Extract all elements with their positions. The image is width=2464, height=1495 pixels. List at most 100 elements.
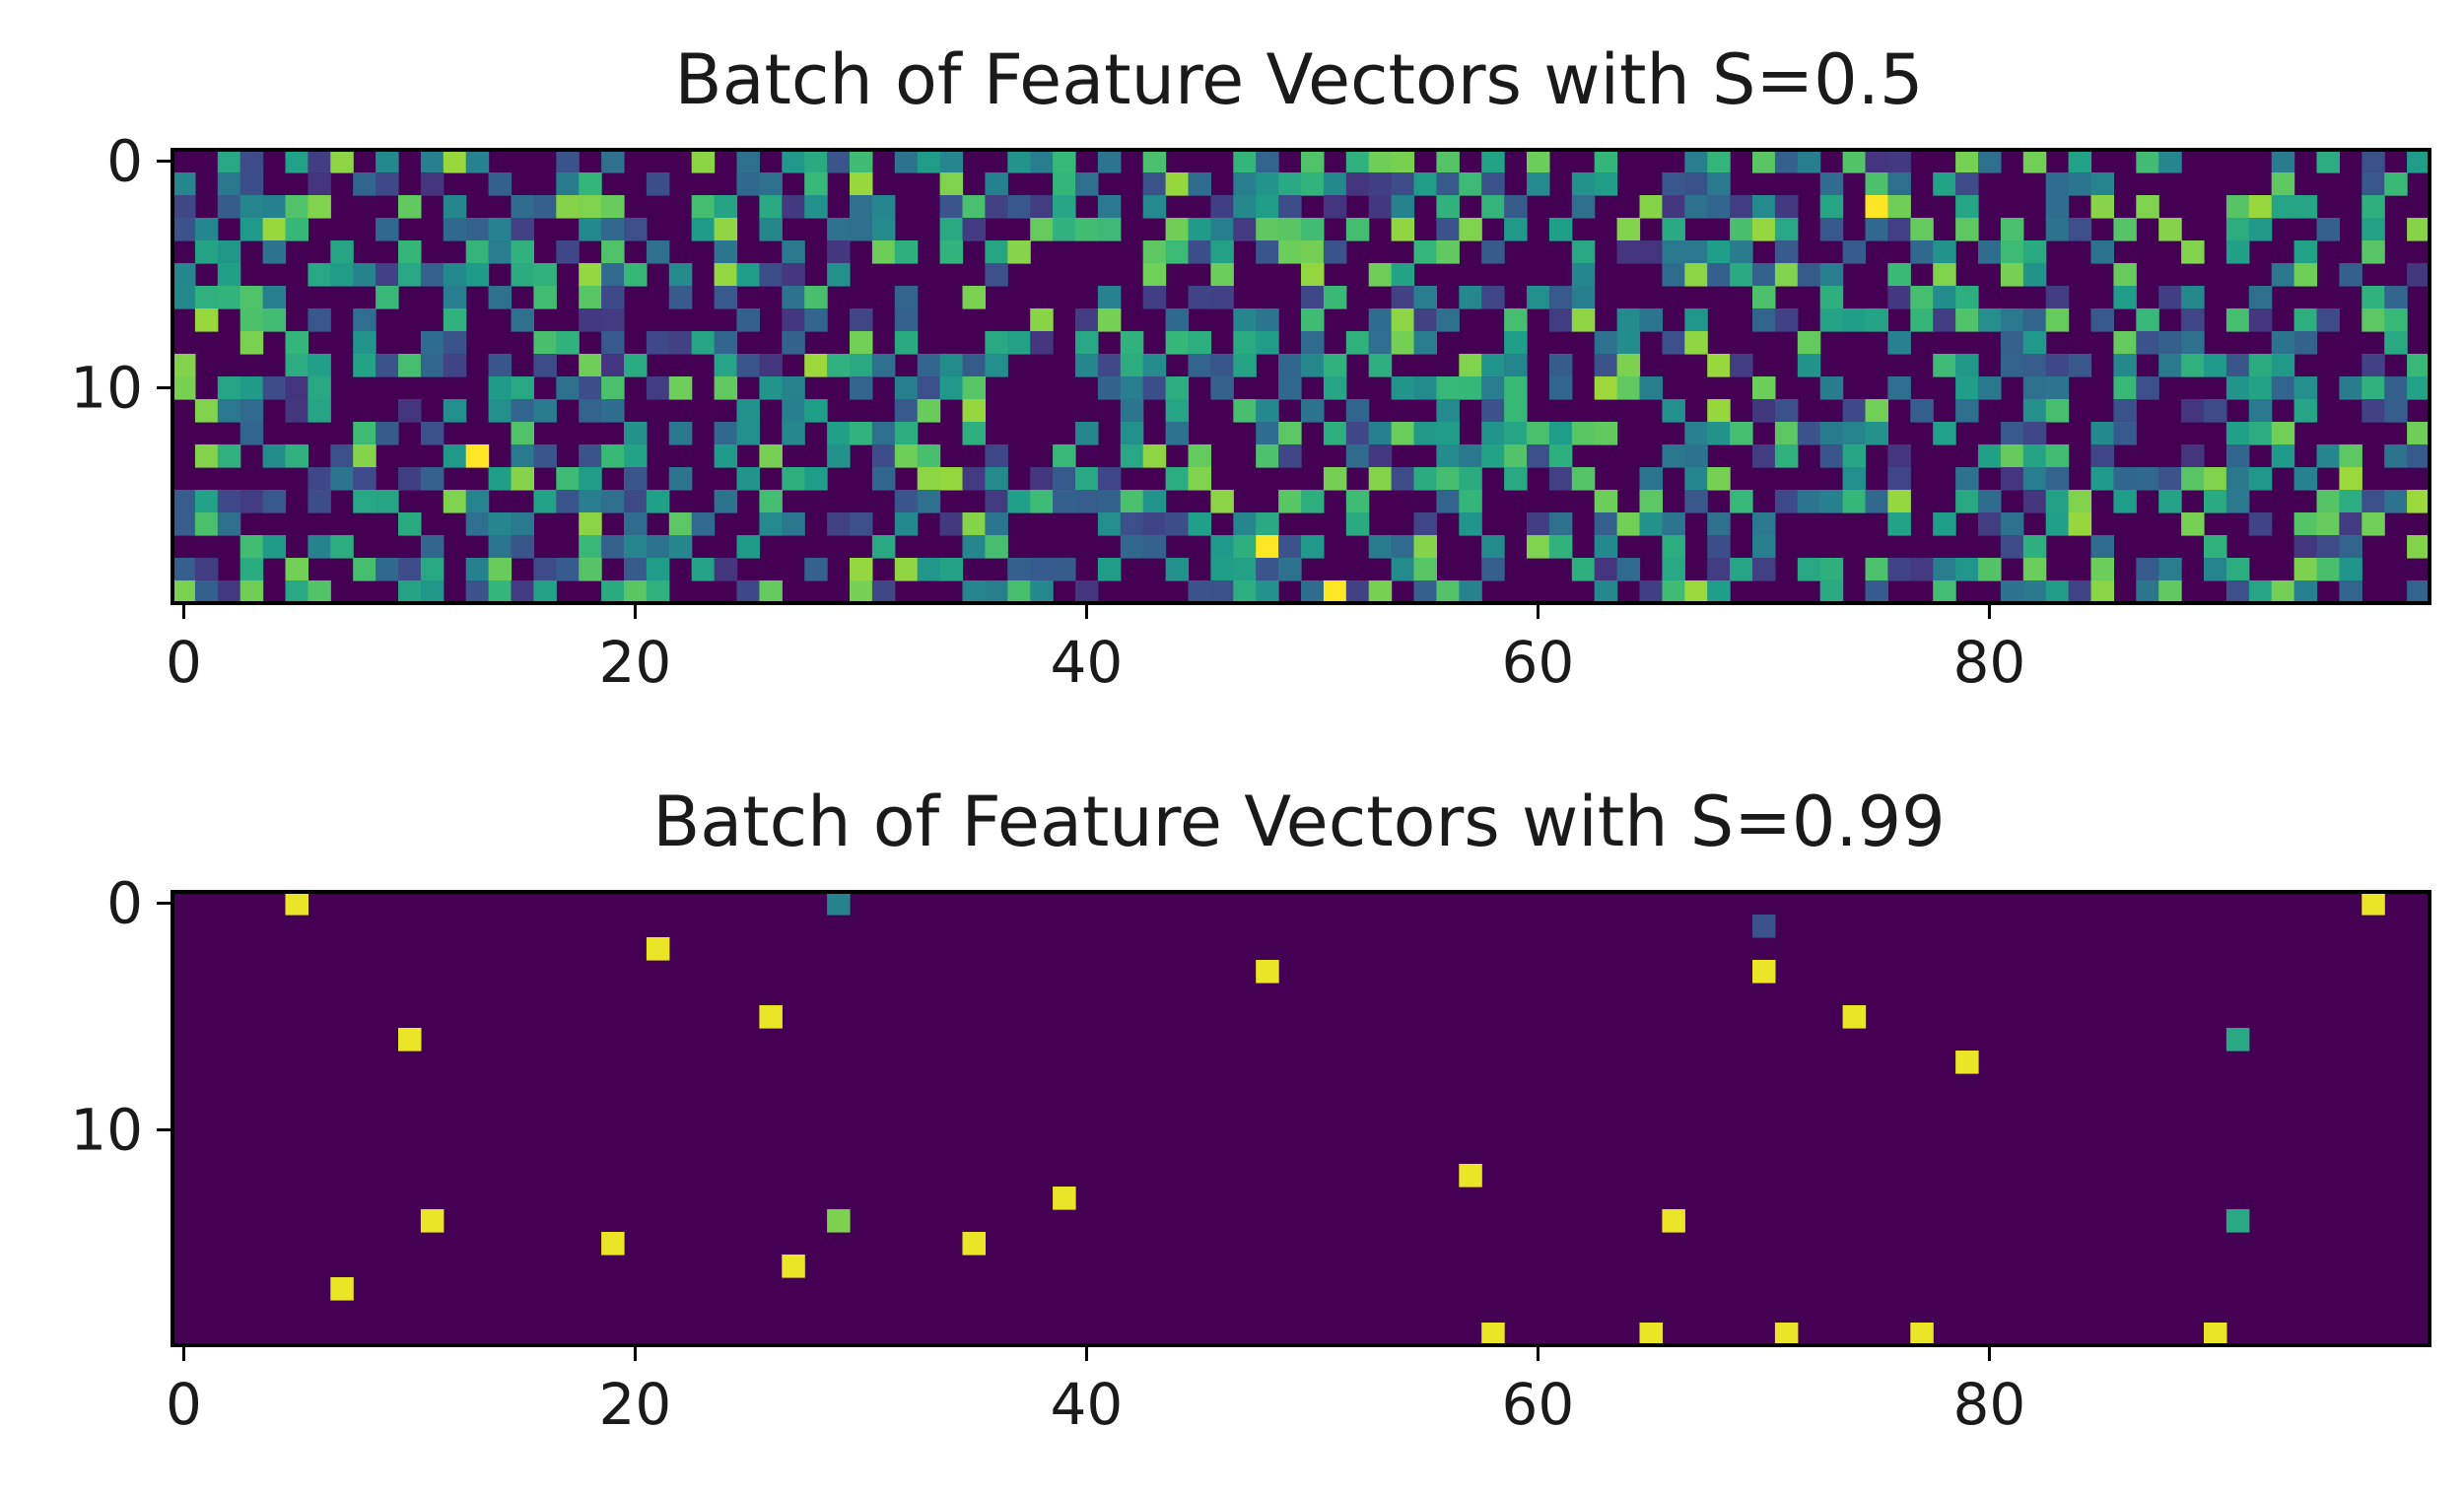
heatmap-cell [1345,218,1370,241]
heatmap-cell [1030,558,1054,581]
heatmap-cell [1594,558,1618,581]
heatmap-cell [376,263,399,287]
heatmap-cell [1662,195,1685,219]
heatmap-cell [759,218,783,241]
heatmap-cell [601,580,625,604]
heatmap-cell [2248,467,2273,491]
heatmap-cell [1323,172,1347,196]
heatmap-cell [398,354,422,377]
heatmap-cell [172,512,196,536]
heatmap-cell [511,240,534,264]
heatmap-cell [714,286,738,309]
heatmap-cell [511,263,534,287]
heatmap-cell [2113,422,2137,445]
heatmap-cell [1933,422,1956,445]
heatmap-cell [1436,399,1460,423]
heatmap-cell [353,172,376,196]
heatmap-cell [1256,444,1279,468]
heatmap-cell [1278,376,1302,400]
heatmap-cell [443,150,467,173]
heatmap-cell [285,376,308,400]
heatmap-cell [1368,263,1393,287]
heatmap-cell [1865,308,1888,332]
heatmap-cell [736,172,760,196]
heatmap-cell [2384,399,2408,423]
heatmap-cell [827,240,851,264]
heatmap-cell [556,172,580,196]
heatmap-cell [871,218,896,241]
heatmap-cell [1007,195,1031,219]
heatmap-cell [1504,422,1528,445]
heatmap-cell [1662,580,1685,604]
heatmap-cell [2022,422,2047,445]
heatmap-cell [1413,240,1437,264]
heatmap-cell [465,490,490,513]
heatmap-cell [2271,444,2295,468]
heatmap-cell [1684,240,1708,264]
heatmap-cell [1188,331,1211,355]
heatmap-cell [2090,467,2114,491]
heatmap-cell [1391,535,1415,559]
heatmap-cell [1391,308,1415,332]
heatmap-cell [917,354,941,377]
heatmap-cell [511,422,534,445]
heatmap-cell [172,354,196,377]
heatmap-cell [1662,444,1685,468]
heatmap-cell [1774,195,1799,219]
heatmap-cell [262,308,287,332]
heatmap-cell [1233,308,1257,332]
heatmap-cell [1233,195,1257,219]
heatmap-cell [2361,286,2385,309]
x-tick-label: 0 [166,629,202,696]
heatmap-cell [1865,195,1888,219]
heatmap-cell [646,240,670,264]
heatmap-cell [1662,535,1685,559]
heatmap-cell [217,399,241,423]
heatmap-cell [488,172,513,196]
heatmap-cell [2090,444,2114,468]
heatmap-cell [601,195,625,219]
heatmap-cell [601,354,625,377]
heatmap-cell [511,195,534,219]
heatmap-cell [2293,308,2318,332]
heatmap-cell [2022,558,2047,581]
heatmap-cell [1097,490,1122,513]
heatmap-cell [194,512,219,536]
heatmap-cell [1865,490,1888,513]
heatmap-cell [2293,535,2318,559]
heatmap-cell [1256,399,1279,423]
heatmap-cell [1730,263,1753,287]
heatmap-cell [2361,172,2385,196]
heatmap-cell [420,535,445,559]
heatmap-cell [894,512,919,536]
heatmap-cell [1030,218,1054,241]
heatmap-cell [1278,218,1302,241]
heatmap-cell [1120,399,1144,423]
heatmap-cell [1142,535,1167,559]
heatmap-cell [2022,399,2047,423]
heatmap-cell [511,399,534,423]
heatmap-cell [714,558,738,581]
heatmap-cell [1887,490,1911,513]
heatmap-cell [2293,399,2318,423]
x-tick-label: 20 [599,629,672,696]
heatmap-cell [1075,490,1099,513]
heatmap-cell [939,467,964,491]
heatmap-cell [736,399,760,423]
heatmap-cell [420,263,445,287]
heatmap-cell [285,580,308,604]
heatmap-cell [1571,467,1596,491]
heatmap-cell [1345,490,1370,513]
heatmap-cell [1819,218,1844,241]
heatmap-cell [1707,467,1731,491]
heatmap-cell [1616,218,1641,241]
heatmap-cell [1345,331,1370,355]
heatmap-cell [2022,354,2047,377]
heatmap-cell [2090,580,2114,604]
heatmap-cell [624,444,648,468]
heatmap-cell [1301,331,1325,355]
heatmap-cell [1887,172,1911,196]
heatmap-cell [353,331,376,355]
heatmap-cell [939,376,964,400]
heatmap-cell [804,308,828,332]
